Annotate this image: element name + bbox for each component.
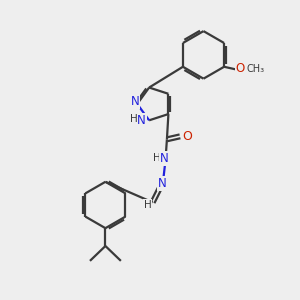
Text: N: N [130,95,139,108]
Text: H: H [130,114,138,124]
Text: H: H [153,153,161,163]
Text: CH₃: CH₃ [247,64,265,74]
Text: H: H [144,200,152,210]
Text: N: N [158,177,166,190]
Text: N: N [137,114,146,127]
Text: O: O [236,62,245,75]
Text: O: O [182,130,192,143]
Text: N: N [160,152,169,165]
